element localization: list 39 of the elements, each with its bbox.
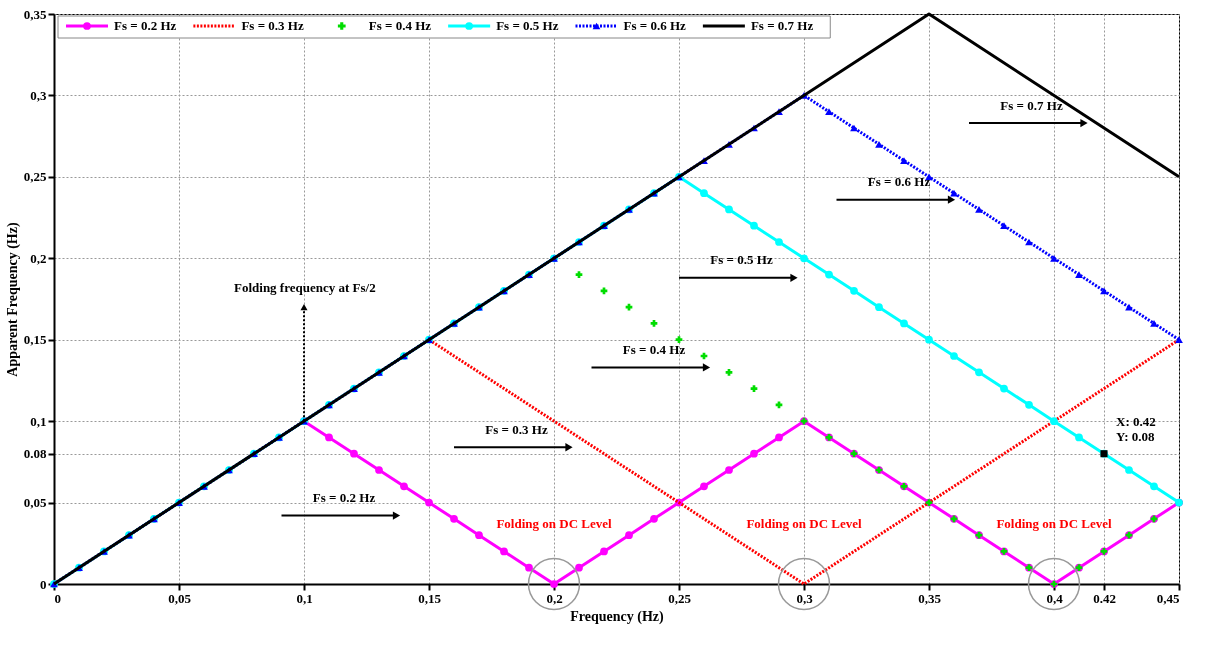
y-tick-label: 0,2 [30,250,47,266]
annotation: Fs = 0.2 Hz [312,490,376,506]
legend-label: Fs = 0.2 Hz [114,18,177,33]
x-tick-label: 0,3 [796,590,814,606]
annotation: Folding on DC Level [496,516,612,531]
annotation: Fs = 0.3 Hz [485,421,548,437]
y-tick-label: 0 [40,576,47,592]
annotation: X: 0.42 Y: 0.08 [1116,413,1156,444]
annotation: Fs = 0.5 Hz [710,252,773,268]
x-tick-label: 0,45 [1156,590,1180,606]
y-tick-label: 0,05 [23,495,47,511]
annotation: Folding on DC Level [996,516,1112,531]
legend-label: Fs = 0.7 Hz [750,18,814,33]
x-tick-label: 0.42 [1093,590,1116,606]
y-tick-label: 0,35 [23,6,47,22]
annotation: Fs = 0.6 Hz [867,174,931,190]
x-tick-label: 0,05 [168,590,192,606]
legend-label: Fs = 0.3 Hz [241,18,304,33]
y-tick-label: 0.08 [23,446,47,462]
y-tick-label: 0,1 [30,413,47,429]
y-axis-title: Apparent Frequency (Hz) [4,222,21,377]
annotation: Folding on DC Level [746,516,862,531]
annotation: Folding frequency at Fs/2 [234,279,376,295]
x-axis-title: Frequency (Hz) [570,608,665,625]
x-tick-label: 0,25 [668,590,692,606]
x-tick-label: 0 [54,590,61,606]
annotation: Fs = 0.4 Hz [622,342,686,357]
legend-label: Fs = 0.5 Hz [496,18,559,33]
x-tick-label: 0,1 [296,590,313,606]
y-tick-label: 0,25 [23,169,47,185]
x-tick-label: 0,15 [418,590,442,606]
y-tick-label: 0,15 [23,332,47,348]
y-tick-label: 0,3 [30,87,47,103]
legend-label: Fs = 0.4 Hz [368,18,432,33]
x-tick-label: 0,2 [546,590,563,606]
annotation: Fs = 0.7 Hz [1000,97,1063,113]
legend-label: Fs = 0.6 Hz [623,18,687,33]
x-tick-label: 0,4 [1046,590,1064,606]
x-tick-label: 0,35 [918,590,942,606]
